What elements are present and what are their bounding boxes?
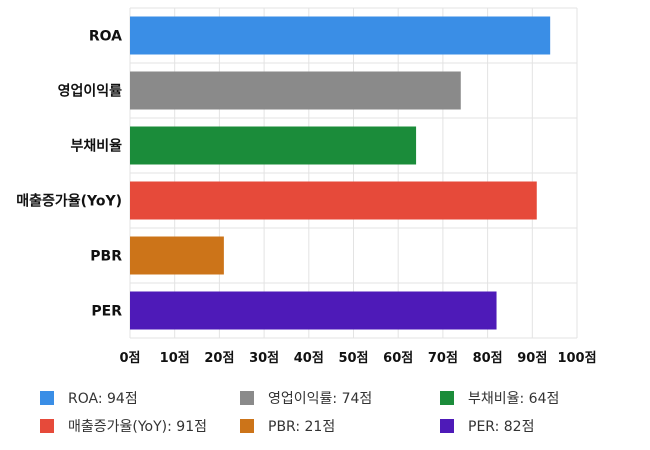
legend-label: 영업이익률: 74점 xyxy=(268,391,373,407)
x-tick-label: 90점 xyxy=(517,351,547,366)
legend-swatch xyxy=(240,419,254,433)
bar xyxy=(130,126,417,165)
x-tick-label: 50점 xyxy=(338,351,368,366)
legend-item: PBR: 21점 xyxy=(240,416,440,436)
bar xyxy=(130,71,461,110)
legend-swatch xyxy=(40,419,54,433)
x-tick-label: 30점 xyxy=(249,351,279,366)
category-label: 부채비율 xyxy=(70,138,122,155)
legend-item: PER: 82점 xyxy=(440,416,640,436)
bar xyxy=(130,181,537,220)
legend-label: PBR: 21점 xyxy=(268,419,336,435)
legend-swatch xyxy=(40,391,54,405)
bar xyxy=(130,291,497,330)
bars xyxy=(130,16,551,330)
category-label: 영업이익률 xyxy=(58,83,123,100)
x-tick-labels: 0점 10점 20점 30점 40점 50점 60점 70점 80점 90점 100점 xyxy=(119,351,596,366)
legend-label: 부채비율: 64점 xyxy=(468,391,560,407)
legend-item: ROA: 94점 xyxy=(40,388,240,408)
legend-swatch xyxy=(440,391,454,405)
x-tick-label: 70점 xyxy=(428,351,458,366)
bar xyxy=(130,236,224,275)
legend-swatch xyxy=(440,419,454,433)
category-label: PER xyxy=(91,304,122,320)
x-tick-label: 60점 xyxy=(383,351,413,366)
legend-item: 부채비율: 64점 xyxy=(440,388,640,408)
x-tick-label: 20점 xyxy=(204,351,234,366)
x-tick-label: 10점 xyxy=(160,351,190,366)
x-tick-label: 80점 xyxy=(473,351,503,366)
grid xyxy=(129,7,578,339)
category-label: 매출증가율(YoY) xyxy=(16,193,122,210)
legend-label: 매출증가율(YoY): 91점 xyxy=(68,419,207,435)
legend-item: 매출증가율(YoY): 91점 xyxy=(40,416,240,436)
legend-item: 영업이익률: 74점 xyxy=(240,388,440,408)
x-tick-label: 100점 xyxy=(557,351,596,366)
category-label: ROA xyxy=(89,29,122,45)
x-tick-label: 40점 xyxy=(294,351,324,366)
legend-label: ROA: 94점 xyxy=(68,391,138,407)
bar xyxy=(130,16,551,55)
category-label: PBR xyxy=(90,249,122,265)
x-tick-label: 0점 xyxy=(119,351,140,366)
legend-label: PER: 82점 xyxy=(468,419,535,435)
legend-swatch xyxy=(240,391,254,405)
